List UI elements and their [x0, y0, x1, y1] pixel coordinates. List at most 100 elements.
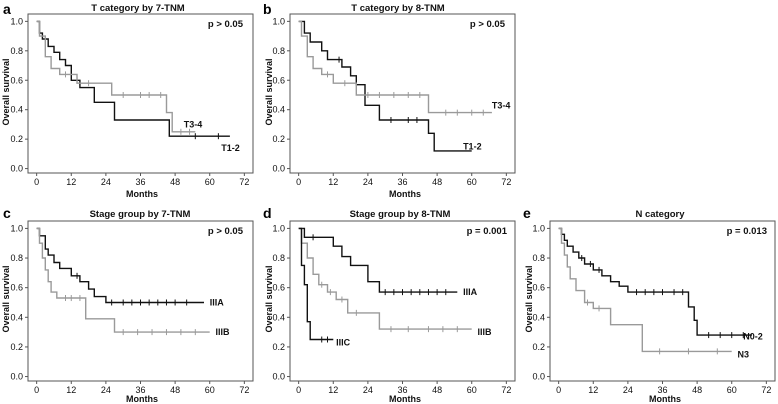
panel-e-x-tick-label: 36 [657, 385, 667, 395]
panel-c: c Stage group by 7-TNM p > 0.05 Months O… [1, 205, 254, 404]
panel-a-p-value: p > 0.05 [208, 19, 244, 30]
panel-b-x-axis-label: Months [389, 189, 421, 199]
panel-c-y-tick-label: 0.6 [10, 283, 23, 293]
panel-d-label: d [263, 205, 272, 221]
panel-a-y-tick-label: 0.2 [10, 134, 23, 144]
panel-b-y-axis-label: Overall survival [264, 58, 274, 125]
panel-b-series-t1-2-label: T1-2 [463, 142, 482, 152]
panel-b-y-tick-label: 0.2 [272, 134, 285, 144]
panel-a-x-tick-label: 48 [170, 177, 180, 187]
panel-b-series-t3-4-curve [298, 20, 492, 114]
panel-e-series-n0-2-curve [558, 227, 752, 336]
panel-e-y-tick-label: 1.0 [532, 223, 545, 233]
panel-a-x-tick-label: 24 [101, 177, 111, 187]
panel-a-series-t3-4-label: T3-4 [184, 119, 203, 129]
panel-d-series-iiic-label: IIIC [336, 337, 351, 347]
panel-b-y-tick-label: 0.0 [272, 164, 285, 174]
panel-c-x-tick-label: 36 [135, 385, 145, 395]
panel-c-x-axis-label: Months [126, 394, 158, 404]
panel-b-y-tick-label: 0.6 [272, 75, 285, 85]
panel-a-label: a [3, 1, 11, 17]
panel-c-y-tick-label: 0.2 [10, 342, 23, 352]
panel-d-x-tick-label: 72 [501, 385, 511, 395]
panel-e-series-n3-label: N3 [738, 349, 750, 359]
panel-c-x-tick-label: 60 [205, 385, 215, 395]
panel-d: d Stage group by 8-TNM p = 0.001 Months … [263, 205, 516, 404]
panel-b-x-tick-label: 24 [363, 177, 373, 187]
panel-d-x-tick-label: 48 [432, 385, 442, 395]
panel-b-y-tick-label: 0.4 [272, 105, 285, 115]
panel-d-x-tick-label: 60 [467, 385, 477, 395]
panel-c-title: Stage group by 7-TNM [90, 209, 191, 220]
panel-d-y-tick-label: 0.2 [272, 342, 285, 352]
panel-a-y-axis-label: Overall survival [1, 58, 11, 125]
panel-e-x-tick-label: 24 [623, 385, 633, 395]
panel-d-series-iiia-curve [298, 227, 458, 293]
panel-a-x-tick-label: 36 [135, 177, 145, 187]
panel-d-series-iiia-label: IIIA [463, 287, 478, 297]
panel-c-y-tick-label: 0.8 [10, 253, 23, 263]
panel-b-title: T category by 8-TNM [351, 3, 445, 14]
panel-b-x-tick-label: 0 [296, 177, 301, 187]
panel-e-y-tick-label: 0.0 [532, 372, 545, 382]
panel-d-x-axis-label: Months [389, 394, 421, 404]
panel-c-series-iiia-curve [36, 227, 204, 304]
panel-d-p-value: p = 0.001 [467, 226, 508, 237]
panel-e-x-tick-label: 12 [588, 385, 598, 395]
panel-a-x-tick-label: 12 [66, 177, 76, 187]
panel-d-y-tick-label: 0.6 [272, 283, 285, 293]
panel-a-y-tick-label: 1.0 [10, 16, 23, 26]
panel-e: e N category p = 0.013 Months Overall su… [523, 205, 776, 404]
panel-d-x-tick-label: 36 [397, 385, 407, 395]
panel-b-p-value: p > 0.05 [470, 19, 506, 30]
panel-b-x-tick-label: 72 [501, 177, 511, 187]
panel-b-label: b [263, 1, 272, 17]
panel-c-series-iiib-label: IIIB [216, 327, 231, 337]
panel-d-x-tick-label: 0 [296, 385, 301, 395]
panel-e-x-axis-label: Months [649, 394, 681, 404]
panel-a-x-tick-label: 72 [239, 177, 249, 187]
panel-a-y-tick-label: 0.6 [10, 75, 23, 85]
panel-b-series-t3-4-label: T3-4 [492, 100, 511, 110]
panel-d-x-tick-label: 12 [328, 385, 338, 395]
panel-a-title: T category by 7-TNM [91, 3, 185, 14]
panel-d-y-tick-label: 0.0 [272, 372, 285, 382]
panel-e-series-n3-curve [558, 227, 732, 353]
panel-d-frame [289, 220, 516, 382]
panel-d-title: Stage group by 8-TNM [350, 209, 451, 220]
panel-b-x-tick-label: 60 [467, 177, 477, 187]
panel-c-x-tick-label: 72 [239, 385, 249, 395]
panel-c-y-axis-label: Overall survival [1, 265, 11, 332]
panel-b-y-tick-label: 1.0 [272, 16, 285, 26]
panel-a-y-tick-label: 0.0 [10, 164, 23, 174]
panel-a-y-tick-label: 0.8 [10, 46, 23, 56]
panel-c-x-tick-label: 12 [66, 385, 76, 395]
panel-d-series-iiic-curve [298, 227, 334, 341]
panel-e-y-tick-label: 0.8 [532, 253, 545, 263]
panel-c-y-tick-label: 0.4 [10, 312, 23, 322]
panel-a-series-t3-4-curve [36, 20, 196, 133]
panel-e-p-value: p = 0.013 [727, 226, 767, 237]
panel-e-y-axis-label: Overall survival [524, 265, 534, 332]
panel-e-y-tick-label: 0.4 [532, 312, 545, 322]
panel-e-x-tick-label: 72 [761, 385, 771, 395]
panel-c-x-tick-label: 24 [101, 385, 111, 395]
panel-b-x-tick-label: 36 [397, 177, 407, 187]
panel-a-series-t1-2-curve [36, 20, 230, 137]
panel-d-x-tick-label: 24 [363, 385, 373, 395]
panel-a-x-axis-label: Months [126, 189, 158, 199]
panel-d-series-iiib-label: IIIB [478, 327, 493, 337]
panel-b-y-tick-label: 0.8 [272, 46, 285, 56]
panel-e-label: e [523, 205, 531, 221]
panel-b-x-tick-label: 12 [328, 177, 338, 187]
panel-e-series-n0-2-label: N0-2 [743, 332, 763, 342]
panel-c-label: c [3, 205, 11, 221]
panel-c-p-value: p > 0.05 [208, 226, 244, 237]
panel-c-y-tick-label: 1.0 [10, 223, 23, 233]
panel-a-x-tick-label: 0 [34, 177, 39, 187]
panel-d-y-axis-label: Overall survival [264, 265, 274, 332]
panel-d-y-tick-label: 1.0 [272, 223, 285, 233]
panel-e-y-tick-label: 0.2 [532, 342, 545, 352]
panel-d-y-tick-label: 0.4 [272, 312, 285, 322]
